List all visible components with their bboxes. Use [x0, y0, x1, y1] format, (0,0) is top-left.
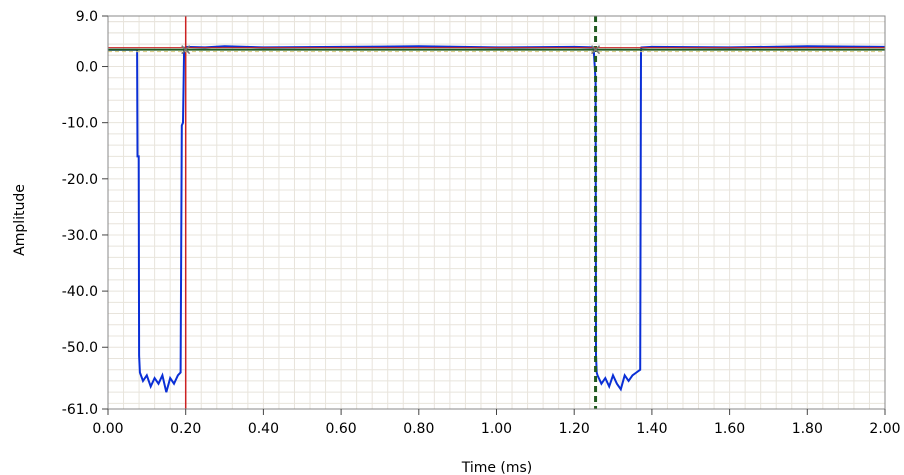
y-tick-label: -61.0 — [62, 402, 98, 418]
cursor-marker[interactable] — [181, 45, 191, 55]
y-tick-label: 9.0 — [76, 9, 98, 25]
y-tick-label: -30.0 — [62, 228, 98, 244]
x-tick-label: 0.00 — [92, 421, 123, 437]
x-axis: 0.00 0.20 0.40 0.60 0.80 1.00 1.20 1.40 1.60 1.80… — [92, 409, 901, 437]
grid — [107, 16, 885, 409]
x-tick-label: 0.60 — [326, 421, 357, 437]
y-axis: 9.0 0.0 -10.0 -20.0 -30.0 -40.0 -50.0 -61.0 — [62, 9, 108, 418]
y-tick-label: -20.0 — [62, 172, 98, 188]
cursors[interactable] — [108, 16, 885, 409]
x-tick-label: 1.00 — [481, 421, 512, 437]
y-tick-label: -40.0 — [62, 284, 98, 300]
x-tick-label: 0.80 — [403, 421, 434, 437]
cursor-marker[interactable] — [591, 45, 601, 55]
data-series — [108, 45, 886, 393]
x-tick-label: 0.20 — [170, 421, 201, 437]
x-tick-label: 2.00 — [869, 421, 900, 437]
x-tick-label: 1.80 — [792, 421, 823, 437]
x-tick-label: 1.40 — [636, 421, 667, 437]
x-tick-label: 0.40 — [248, 421, 279, 437]
y-tick-label: 0.0 — [76, 60, 98, 76]
x-axis-title: Time (ms) — [461, 460, 533, 475]
y-tick-label: -10.0 — [62, 116, 98, 132]
y-tick-label: -50.0 — [62, 340, 98, 356]
x-tick-label: 1.20 — [559, 421, 590, 437]
y-axis-title: Amplitude — [12, 184, 28, 256]
series-line — [108, 45, 886, 393]
plot-area[interactable] — [107, 15, 886, 410]
x-tick-label: 1.60 — [714, 421, 745, 437]
